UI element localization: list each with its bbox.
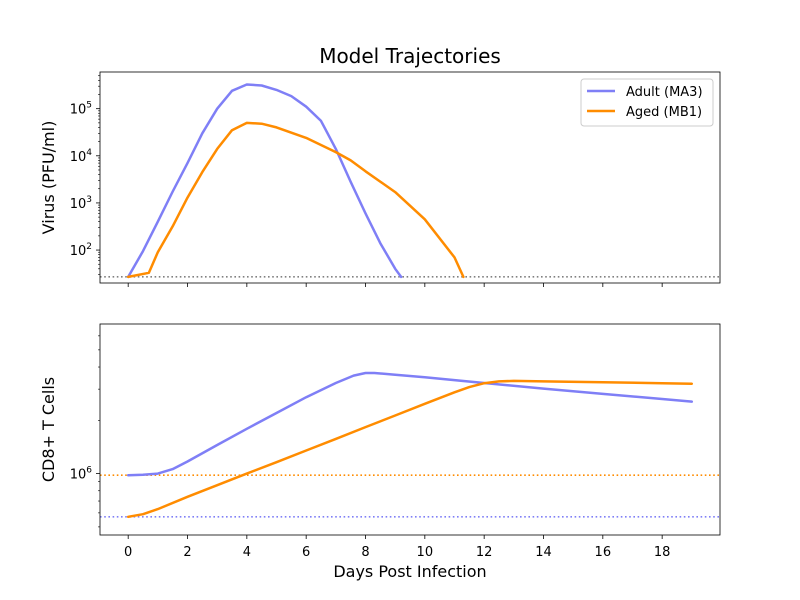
x-tick-label: 2 [183, 545, 191, 560]
x-tick-label: 12 [476, 545, 493, 560]
plot-area [100, 371, 720, 519]
series-line [126, 83, 403, 279]
y-tick-label: 103 [70, 195, 92, 212]
y-tick-label: 106 [70, 466, 93, 483]
x-tick-label: 14 [535, 545, 552, 560]
legend: Adult (MA3) Aged (MB1) [580, 78, 714, 127]
x-tick-label: 0 [124, 545, 132, 560]
x-tick-label: 8 [361, 545, 369, 560]
x-tick-label: 10 [417, 545, 434, 560]
x-tick-label: 4 [243, 545, 251, 560]
legend-label: Adult (MA3) [626, 85, 703, 100]
x-tick-label: 16 [595, 545, 612, 560]
x-tick-label: 6 [302, 545, 310, 560]
y-tick-label: 104 [70, 148, 93, 165]
tcell-panel: 106 0 2 4 6 8 10 12 14 16 18 CD8+ T Cells Days Post … [39, 323, 721, 581]
y-tick-label: 105 [70, 101, 92, 118]
virus-panel: 102 103 104 105 Virus (PFU/ml) Adult (MA3) Age… [39, 71, 721, 287]
y-axis-label: CD8+ T Cells [39, 377, 58, 482]
axes-frame [99, 323, 721, 536]
y-axis-label: Virus (PFU/ml) [39, 121, 58, 235]
plot-area [100, 83, 720, 279]
y-tick-label: 102 [70, 242, 92, 259]
series-line [126, 379, 694, 519]
chart-title: Model Trajectories [319, 44, 501, 68]
legend-label: Aged (MB1) [626, 105, 702, 120]
series-line [126, 371, 694, 477]
x-axis-label: Days Post Infection [333, 562, 486, 581]
x-tick-label: 18 [654, 545, 671, 560]
series-line [126, 121, 465, 279]
axes-frame [99, 71, 721, 284]
